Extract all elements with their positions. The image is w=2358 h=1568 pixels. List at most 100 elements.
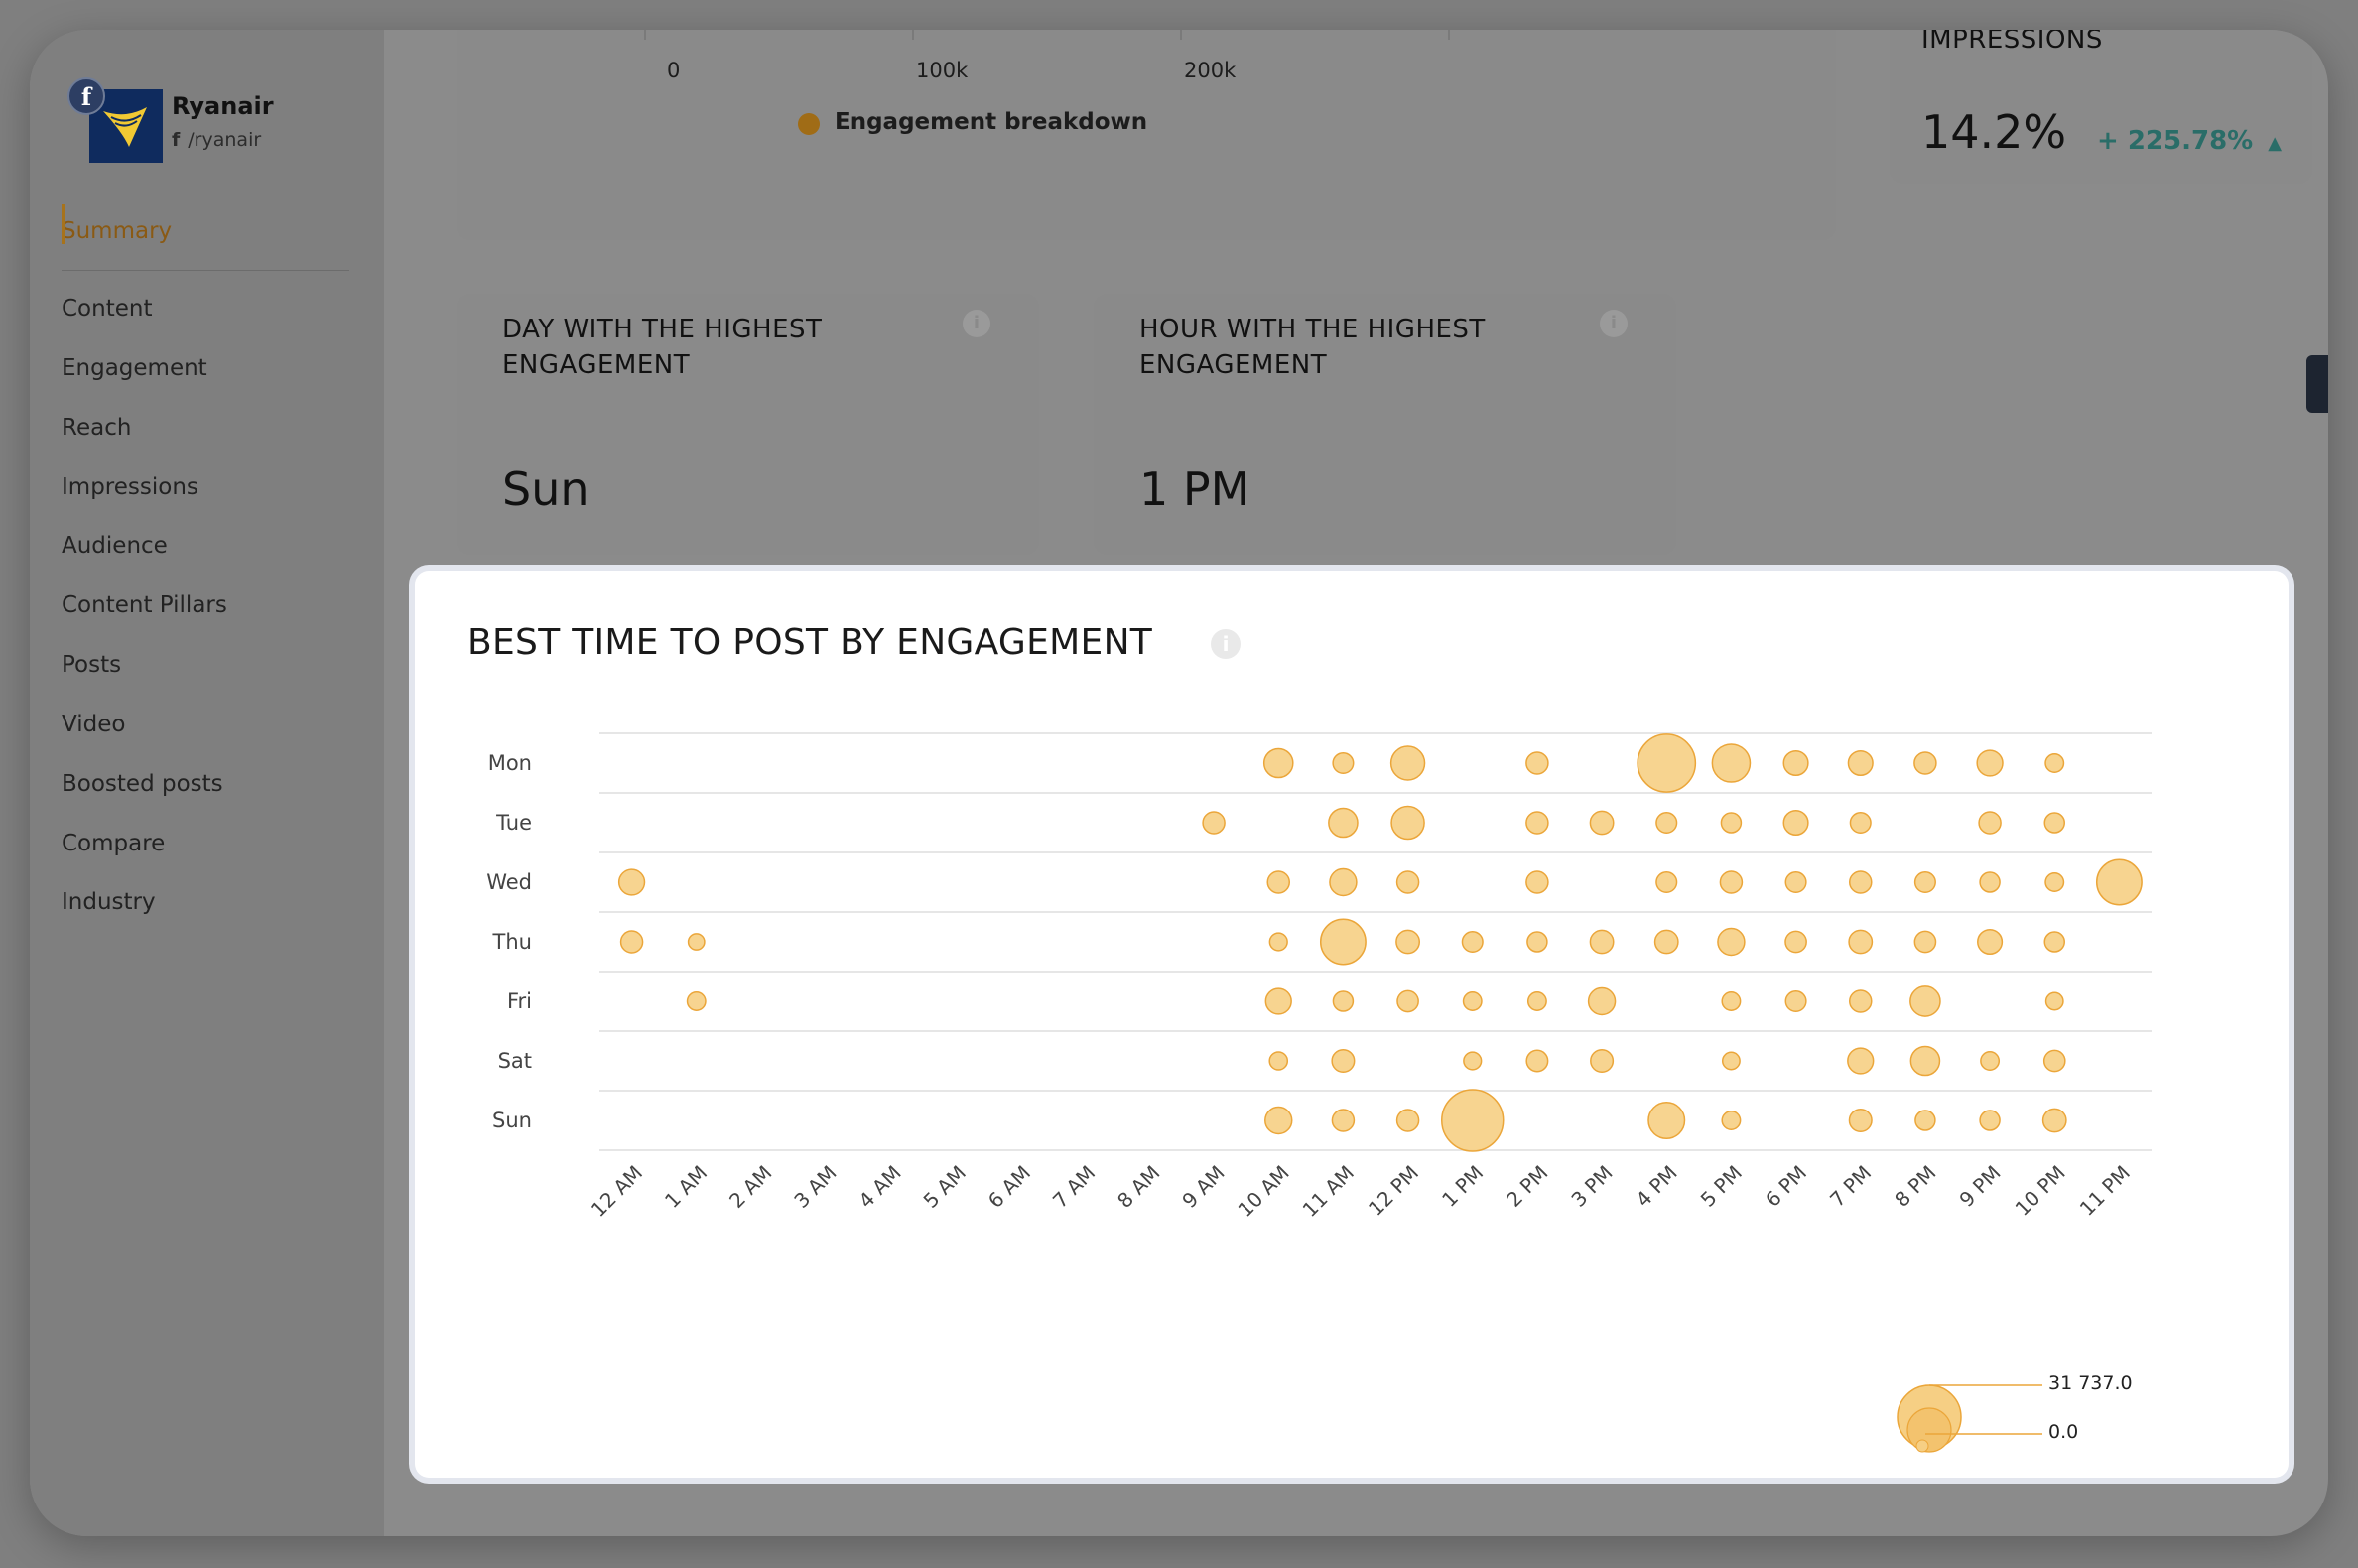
bubble xyxy=(1782,809,1809,837)
y-tick-label: Sun xyxy=(492,1109,532,1132)
bubble xyxy=(1395,929,1421,955)
bubble xyxy=(1268,1051,1289,1071)
x-tick-label: 10 PM xyxy=(2011,1161,2070,1221)
bubble xyxy=(1395,1109,1420,1132)
bubble xyxy=(1266,870,1291,894)
sidebar-item-video[interactable]: Video xyxy=(62,712,126,737)
bubble xyxy=(1331,1109,1356,1132)
bubble xyxy=(1589,810,1615,836)
sidebar-item-posts[interactable]: Posts xyxy=(62,652,122,678)
sidebar-item-boosted-posts[interactable]: Boosted posts xyxy=(62,771,223,797)
bubble xyxy=(1717,927,1746,957)
x-tick-label: 4 PM xyxy=(1632,1161,1682,1212)
x-tick-label: 6 AM xyxy=(983,1161,1035,1213)
engagement-breakdown-card: 0 100k 200k Engagement breakdown xyxy=(457,30,1836,240)
axis-tick-0: 0 xyxy=(667,59,681,82)
bubble xyxy=(1721,1051,1741,1071)
bubble xyxy=(1719,870,1744,894)
bubble xyxy=(1319,918,1367,966)
bubble xyxy=(1389,745,1426,781)
bubble xyxy=(1979,871,2001,893)
hour-card-value: 1 PM xyxy=(1139,462,1250,516)
bubble xyxy=(1721,1111,1742,1130)
bubble xyxy=(1655,811,1678,835)
x-tick-label: 6 PM xyxy=(1761,1161,1811,1212)
sidebar-item-reach[interactable]: Reach xyxy=(62,415,132,441)
y-tick-label: Sat xyxy=(498,1049,532,1073)
x-tick-label: 11 AM xyxy=(1298,1161,1359,1222)
legend-label: Engagement breakdown xyxy=(835,109,1148,135)
bubble xyxy=(1784,870,1807,894)
bubble xyxy=(1849,811,1872,835)
impressions-value: 14.2% xyxy=(1921,105,2067,159)
bubble xyxy=(1784,989,1807,1013)
sidebar-item-industry[interactable]: Industry xyxy=(62,889,156,915)
info-icon[interactable]: i xyxy=(1211,629,1241,659)
x-tick-label: 2 PM xyxy=(1502,1161,1552,1212)
bubble xyxy=(1441,1089,1505,1152)
impressions-title: IMPRESSIONS xyxy=(1921,30,2103,55)
bubble xyxy=(1202,811,1226,835)
bubble xyxy=(619,930,644,954)
x-tick-label: 2 AM xyxy=(724,1161,776,1213)
bubble xyxy=(2044,991,2064,1011)
legend-bubble-mid xyxy=(1906,1407,1952,1453)
sidebar-item-audience[interactable]: Audience xyxy=(62,533,168,559)
bubble xyxy=(1979,1110,2001,1131)
bubble-legend-max: 31 737.0 xyxy=(2048,1372,2133,1394)
x-tick-label: 11 PM xyxy=(2075,1161,2135,1221)
impressions-delta: + 225.78% ▲ xyxy=(2097,126,2282,156)
side-tab-handle[interactable] xyxy=(2306,355,2328,413)
day-card-title: DAY WITH THE HIGHEST ENGAGEMENT xyxy=(502,315,823,380)
profile-name: Ryanair xyxy=(172,92,274,120)
bubble xyxy=(1525,1049,1549,1073)
sidebar-item-compare[interactable]: Compare xyxy=(62,831,166,856)
profile-handle: f/ryanair xyxy=(172,129,261,151)
sidebar-item-content-pillars[interactable]: Content Pillars xyxy=(62,592,227,618)
y-tick-label: Wed xyxy=(486,870,532,894)
hour-card-title: HOUR WITH THE HIGHEST ENGAGEMENT xyxy=(1139,315,1486,380)
bubble xyxy=(686,991,707,1011)
bubble xyxy=(1720,812,1743,834)
axis-tick-200k: 200k xyxy=(1184,59,1237,82)
bubble xyxy=(1526,991,1547,1011)
axis-ticks xyxy=(644,30,1450,40)
bubble xyxy=(1848,870,1873,894)
x-tick-label: 9 PM xyxy=(1954,1161,2005,1212)
y-tick-label: Fri xyxy=(507,989,532,1013)
bubble xyxy=(1848,929,1874,955)
axis-tick-100k: 100k xyxy=(916,59,969,82)
bubble xyxy=(1914,1110,1936,1131)
bubble xyxy=(1647,1101,1686,1140)
bubble xyxy=(2043,931,2065,953)
bubble-legend-min: 0.0 xyxy=(2048,1421,2079,1443)
bubble xyxy=(1909,985,1941,1017)
bubble xyxy=(1463,1051,1483,1071)
bubble xyxy=(2041,1108,2067,1133)
sidebar-item-content[interactable]: Content xyxy=(62,296,153,322)
sidebar: f Ryanair f/ryanair Summary Content Enga… xyxy=(30,30,384,1536)
bubble xyxy=(1462,991,1483,1011)
y-tick-label: Thu xyxy=(492,930,532,954)
bubble xyxy=(1976,749,2004,777)
bubble xyxy=(1329,867,1358,897)
info-icon[interactable]: i xyxy=(1600,310,1628,337)
bubble xyxy=(1390,805,1425,841)
bubble xyxy=(1913,930,1937,954)
sidebar-item-engagement[interactable]: Engagement xyxy=(62,355,207,381)
x-tick-label: 5 PM xyxy=(1696,1161,1747,1212)
bubble xyxy=(617,868,646,896)
sidebar-item-impressions[interactable]: Impressions xyxy=(62,474,198,500)
bubble xyxy=(1328,807,1359,839)
bubble xyxy=(1395,870,1420,894)
x-tick-label: 10 AM xyxy=(1233,1161,1293,1222)
info-icon[interactable]: i xyxy=(963,310,990,337)
best-time-card: BEST TIME TO POST BY ENGAGEMENT i Mon Tue… xyxy=(415,571,2289,1478)
sidebar-item-summary[interactable]: Summary xyxy=(62,204,173,244)
active-indicator xyxy=(62,204,65,244)
bubble xyxy=(1721,991,1742,1011)
bubble xyxy=(1525,870,1549,894)
bubble xyxy=(687,933,706,951)
sidebar-item-label: Summary xyxy=(62,218,173,244)
